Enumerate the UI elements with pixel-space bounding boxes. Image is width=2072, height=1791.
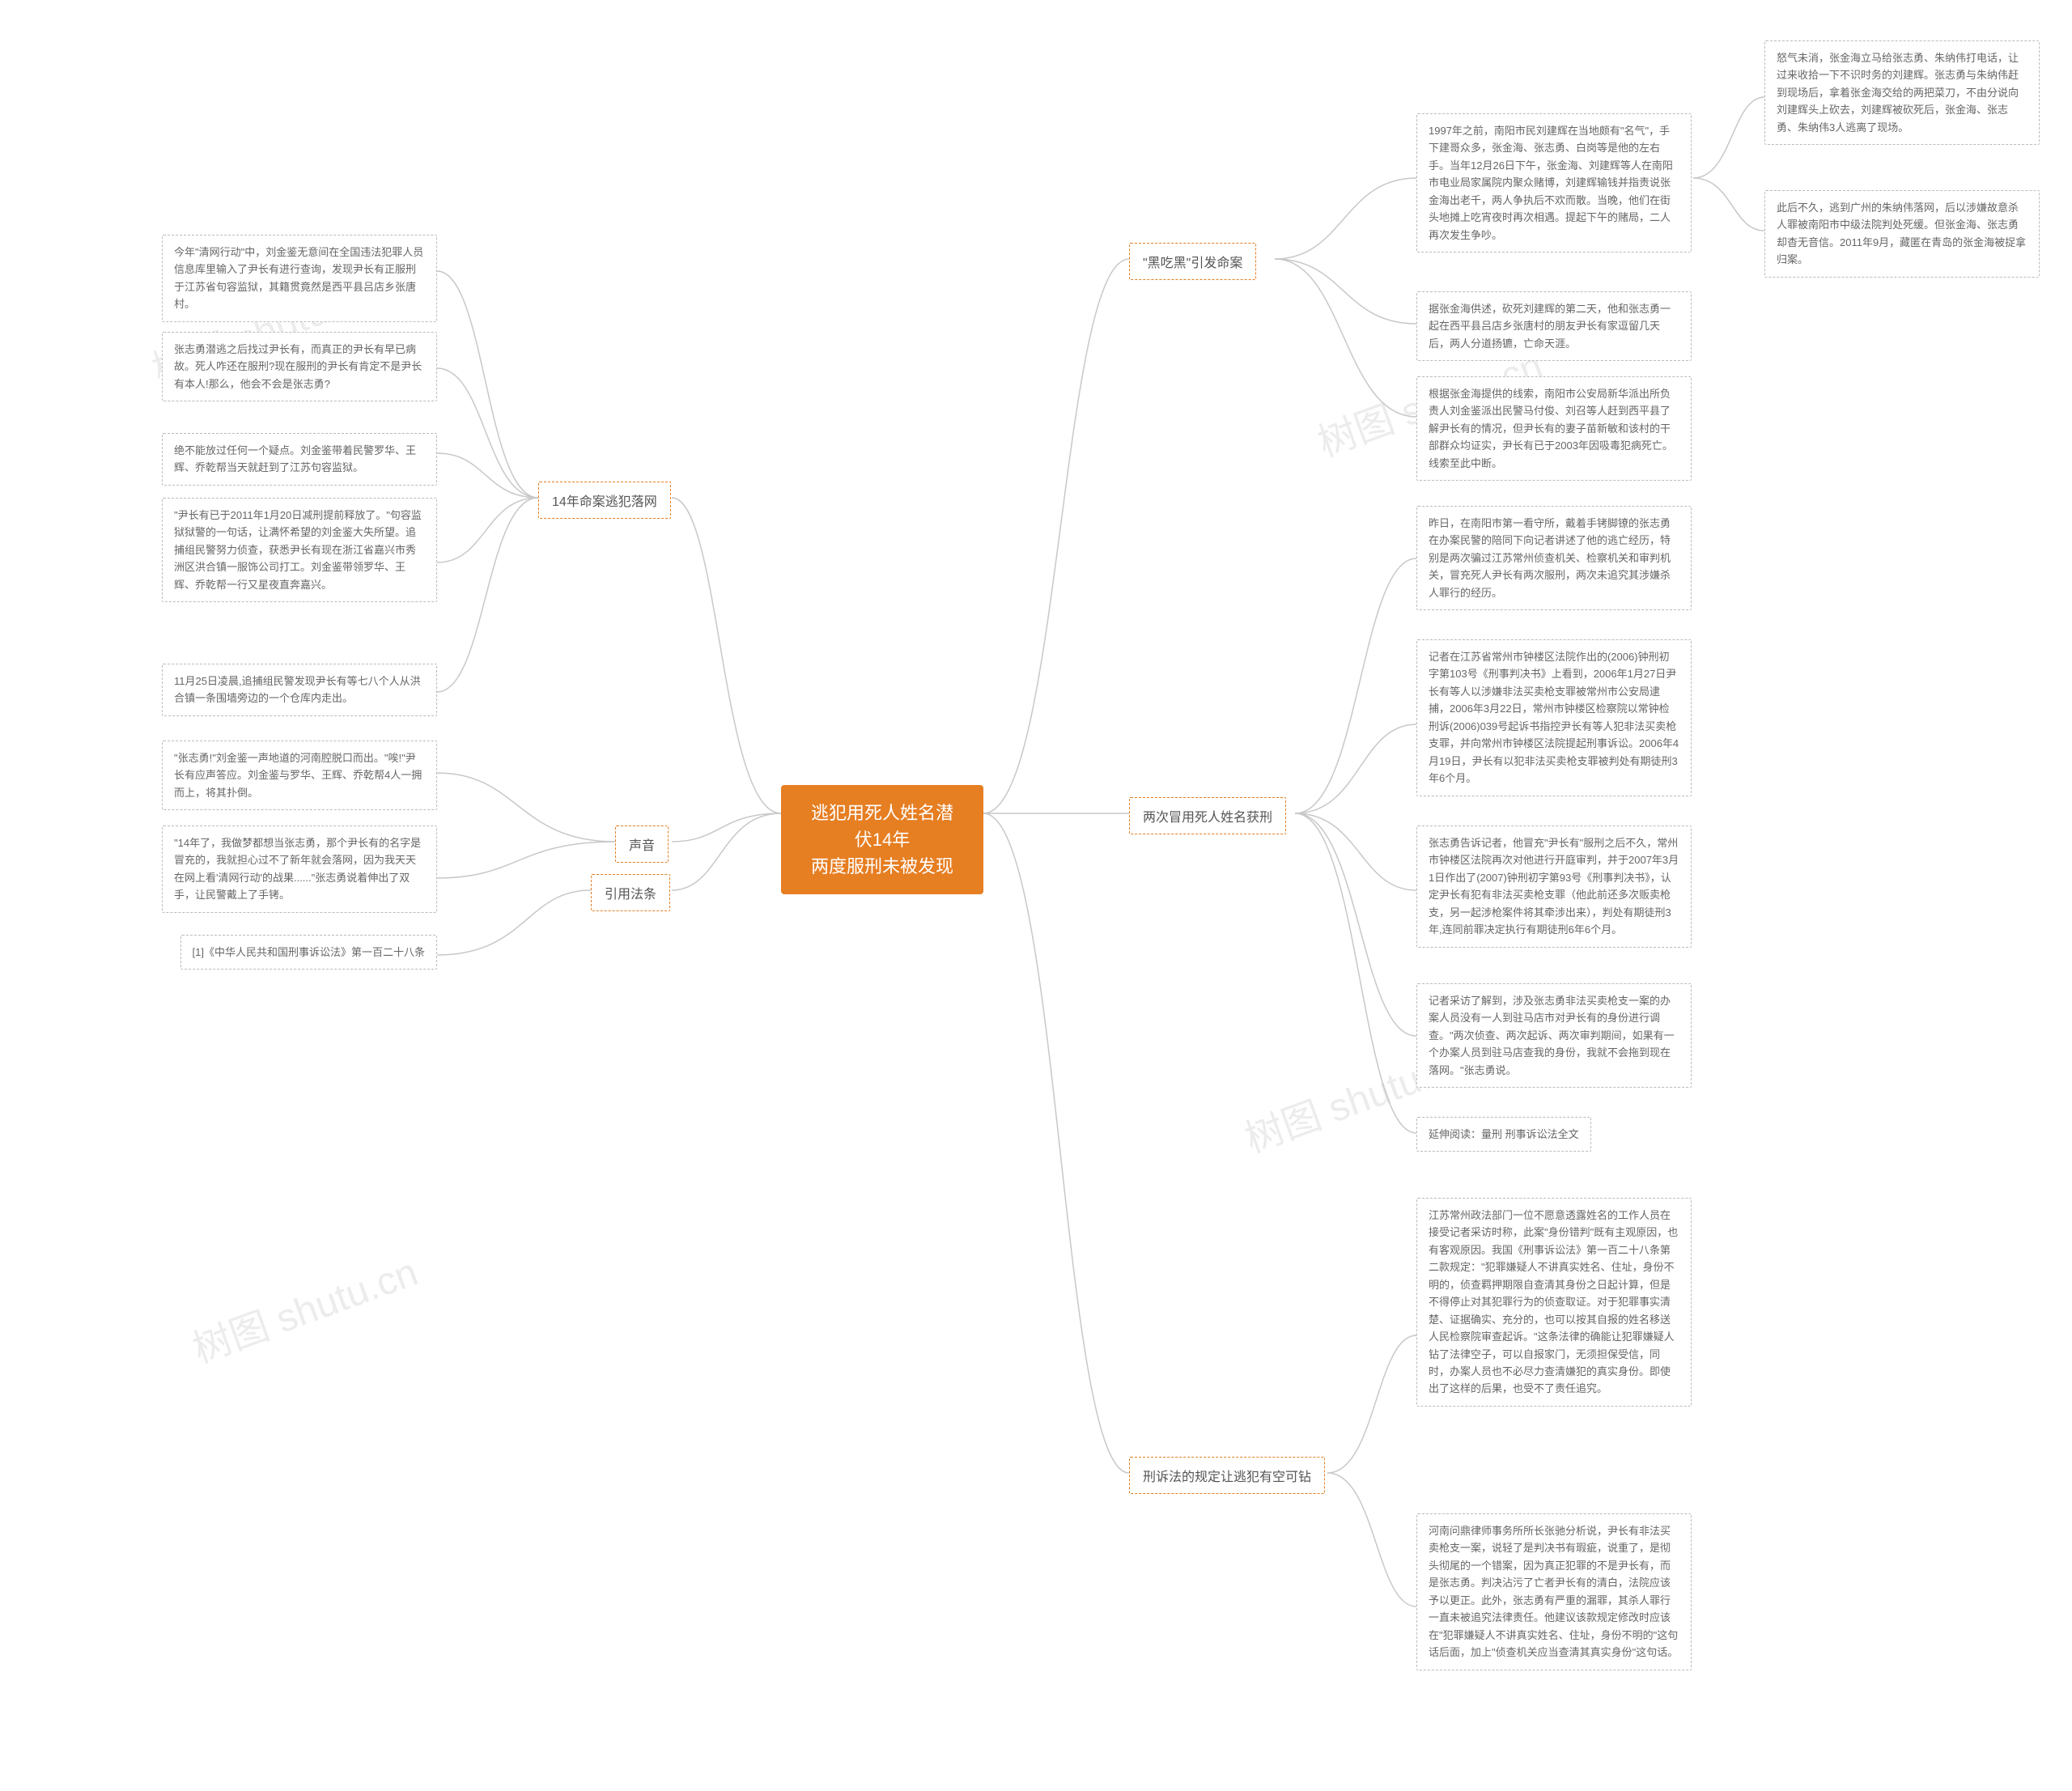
leaf-b4-2: 绝不能放过任何一个疑点。刘金鉴带着民警罗华、王辉、乔乾帮当天就赶到了江苏句容监狱… [162,433,437,486]
center-topic: 逃犯用死人姓名潜伏14年 两度服刑未被发现 [781,785,983,894]
leaf-b1-extra-1: 此后不久，逃到广州的朱纳伟落网，后以涉嫌故意杀人罪被南阳市中级法院判处死缓。但张… [1764,190,2040,278]
leaf-b2-1: 记者在江苏省常州市钟楼区法院作出的(2006)钟刑初字第103号《刑事判决书》上… [1416,639,1692,796]
leaf-b4-4: 11月25日凌晨,追捕组民警发现尹长有等七八个人从洪合镇一条围墙旁边的一个仓库内… [162,664,437,716]
leaf-b2-3: 记者采访了解到，涉及张志勇非法买卖枪支一案的办案人员没有一人到驻马店市对尹长有的… [1416,983,1692,1088]
branch-b3: 刑诉法的规定让逃犯有空可钻 [1129,1457,1325,1494]
branch-b6: 引用法条 [591,874,670,911]
leaf-b6-0: [1]《中华人民共和国刑事诉讼法》第一百二十八条 [180,935,437,970]
leaf-b5-1: "14年了，我做梦都想当张志勇，那个尹长有的名字是冒充的，我就担心过不了新年就会… [162,825,437,913]
leaf-b4-1: 张志勇潜逃之后找过尹长有，而真正的尹长有早已病故。死人咋还在服刑?现在服刑的尹长… [162,332,437,401]
center-line1: 逃犯用死人姓名潜伏14年 [811,803,953,850]
leaf-b2-2: 张志勇告诉记者，他冒充"尹长有"服刑之后不久，常州市钟楼区法院再次对他进行开庭审… [1416,825,1692,948]
branch-b5: 声音 [615,825,669,863]
leaf-b1-2: 根据张金海提供的线索，南阳市公安局新华派出所负责人刘金鉴派出民警马付俊、刘召等人… [1416,376,1692,481]
leaf-b5-0: "张志勇!"刘金鉴一声地道的河南腔脱口而出。"唉!"尹长有应声答应。刘金鉴与罗华… [162,741,437,810]
branch-b2: 两次冒用死人姓名获刑 [1129,797,1286,834]
leaf-b3-0: 江苏常州政法部门一位不愿意透露姓名的工作人员在接受记者采访时称，此案"身份错判"… [1416,1198,1692,1407]
leaf-b1-extra-0: 怒气未消，张金海立马给张志勇、朱纳伟打电话，让过来收拾一下不识时务的刘建辉。张志… [1764,40,2040,145]
leaf-b1-1: 据张金海供述，砍死刘建辉的第二天，他和张志勇一起在西平县吕店乡张唐村的朋友尹长有… [1416,291,1692,361]
center-line2: 两度服刑未被发现 [811,856,953,876]
leaf-b2-0: 昨日，在南阳市第一看守所，戴着手铐脚镣的张志勇在办案民警的陪同下向记者讲述了他的… [1416,506,1692,610]
leaf-b4-3: "尹长有已于2011年1月20日减刑提前释放了。"句容监狱狱警的一句话，让满怀希… [162,498,437,602]
leaf-b4-0: 今年"清网行动"中，刘金鉴无意间在全国违法犯罪人员信息库里输入了尹长有进行查询，… [162,235,437,322]
branch-b4: 14年命案逃犯落网 [538,482,671,519]
branch-b1: "黑吃黑"引发命案 [1129,243,1256,280]
leaf-b2-4: 延伸阅读：量刑 刑事诉讼法全文 [1416,1117,1591,1152]
leaf-b3-1: 河南问鼎律师事务所所长张驰分析说，尹长有非法买卖枪支一案，说轻了是判决书有瑕疵，… [1416,1513,1692,1670]
leaf-b1-0: 1997年之前，南阳市民刘建辉在当地颇有"名气"，手下建哥众多，张金海、张志勇、… [1416,113,1692,253]
watermark: 树图 shutu.cn [184,1240,424,1373]
